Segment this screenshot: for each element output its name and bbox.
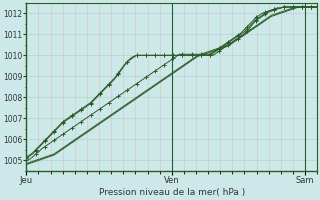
X-axis label: Pression niveau de la mer( hPa ): Pression niveau de la mer( hPa ) <box>99 188 245 197</box>
